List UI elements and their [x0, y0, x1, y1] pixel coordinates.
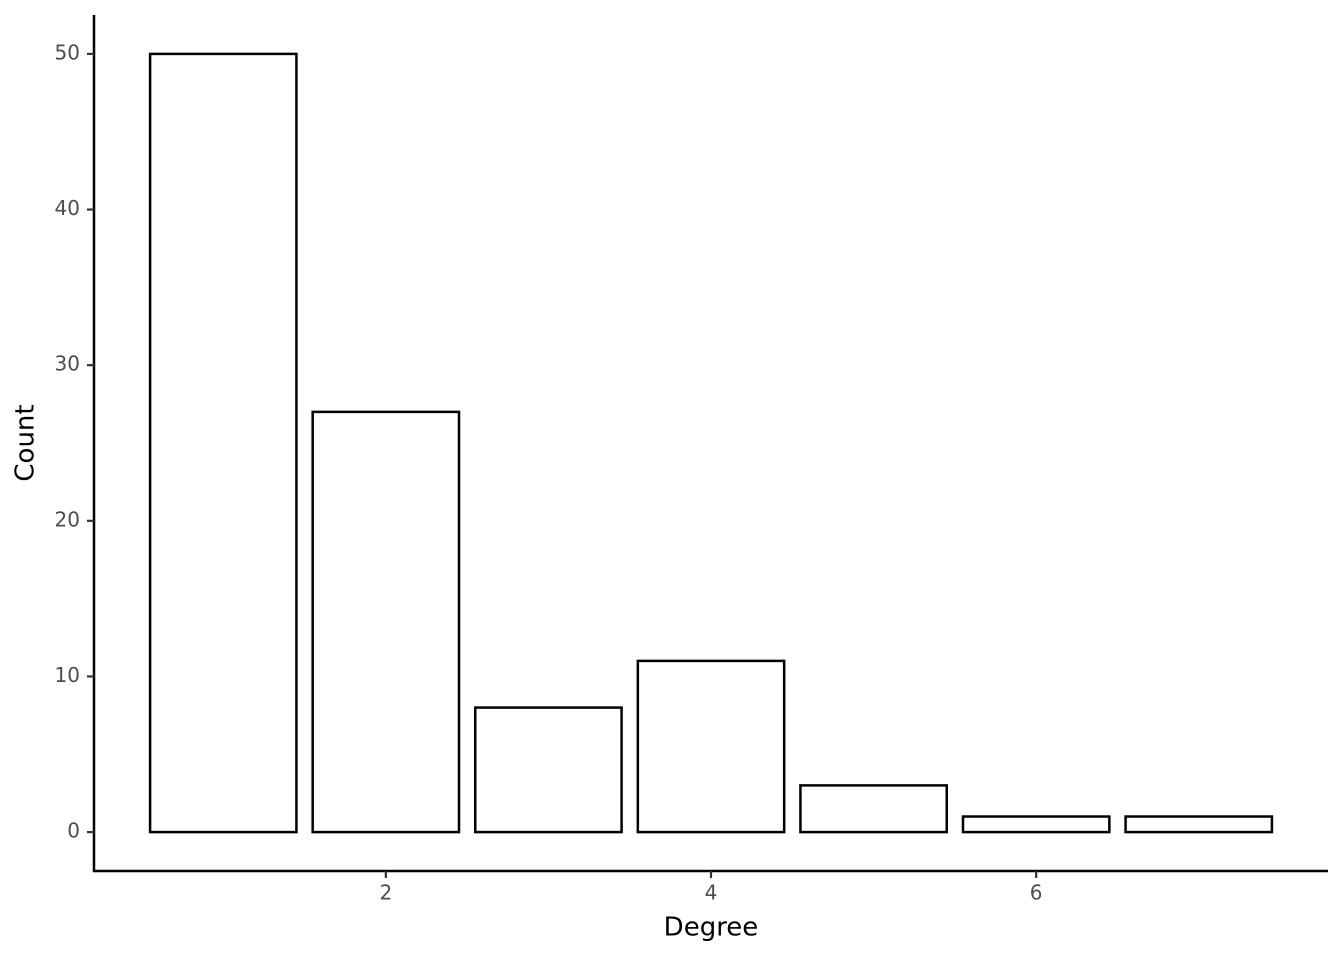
bar — [148, 52, 298, 834]
x-tick-label: 2 — [379, 881, 392, 905]
bar — [474, 706, 623, 834]
y-tick-label: 0 — [67, 819, 80, 843]
y-axis-title: Count — [11, 404, 41, 481]
y-tick-label: 10 — [55, 663, 80, 687]
x-axis-title: Degree — [664, 913, 759, 943]
x-tick-label: 4 — [705, 881, 718, 905]
x-tick-label: 6 — [1030, 881, 1043, 905]
bar — [1124, 815, 1274, 834]
bar — [311, 410, 461, 834]
y-tick-label: 40 — [55, 196, 80, 220]
bar — [799, 784, 948, 834]
y-tick-label: 30 — [55, 352, 80, 376]
y-tick-label: 20 — [55, 507, 80, 531]
y-tick-label: 50 — [55, 40, 80, 64]
bar — [636, 659, 786, 834]
bar — [961, 815, 1111, 834]
